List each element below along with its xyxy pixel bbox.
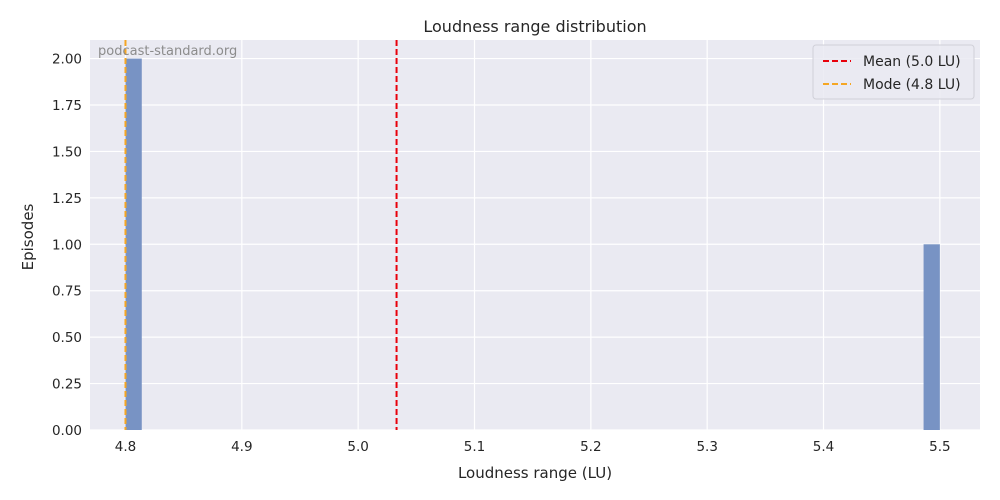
y-tick-label: 1.00 xyxy=(52,237,82,253)
y-tick-label: 0.00 xyxy=(52,423,82,439)
histogram-bars xyxy=(125,58,940,430)
y-tick-labels: 0.00 0.25 0.50 0.75 1.00 1.25 1.50 1.75 2.00 xyxy=(52,52,82,439)
x-tick-label: 4.8 xyxy=(115,439,136,455)
x-tick-label: 5.2 xyxy=(580,439,601,455)
reference-lines xyxy=(124,40,398,430)
legend: Mean (5.0 LU) Mode (4.8 LU) xyxy=(812,44,975,100)
chart-title: Loudness range distribution xyxy=(423,17,646,36)
y-tick-label: 2.00 xyxy=(52,52,82,68)
legend-mean-label: Mean (5.0 LU) xyxy=(863,54,961,70)
x-tick-label: 4.9 xyxy=(231,439,252,455)
y-tick-label: 1.75 xyxy=(52,98,82,114)
watermark-text: podcast-standard.org xyxy=(98,44,237,59)
x-axis-label: Loudness range (LU) xyxy=(458,464,612,482)
grid-lines xyxy=(90,40,980,431)
legend-box xyxy=(812,44,975,100)
y-tick-label: 1.25 xyxy=(52,191,82,207)
x-tick-label: 5.4 xyxy=(813,439,834,455)
y-tick-label: 0.75 xyxy=(52,284,82,300)
histogram-bar xyxy=(125,58,142,430)
x-tick-label: 5.5 xyxy=(929,439,950,455)
x-tick-label: 5.3 xyxy=(696,439,717,455)
y-axis-label: Episodes xyxy=(19,203,37,270)
legend-mode-label: Mode (4.8 LU) xyxy=(863,77,961,93)
y-tick-label: 1.50 xyxy=(52,144,82,160)
histogram-bar xyxy=(923,244,940,430)
y-tick-label: 0.50 xyxy=(52,330,82,346)
x-tick-labels: 4.8 4.9 5.0 5.1 5.2 5.3 5.4 5.5 xyxy=(115,439,951,455)
x-tick-label: 5.1 xyxy=(464,439,485,455)
x-tick-label: 5.0 xyxy=(347,439,368,455)
y-tick-label: 0.25 xyxy=(52,377,82,393)
